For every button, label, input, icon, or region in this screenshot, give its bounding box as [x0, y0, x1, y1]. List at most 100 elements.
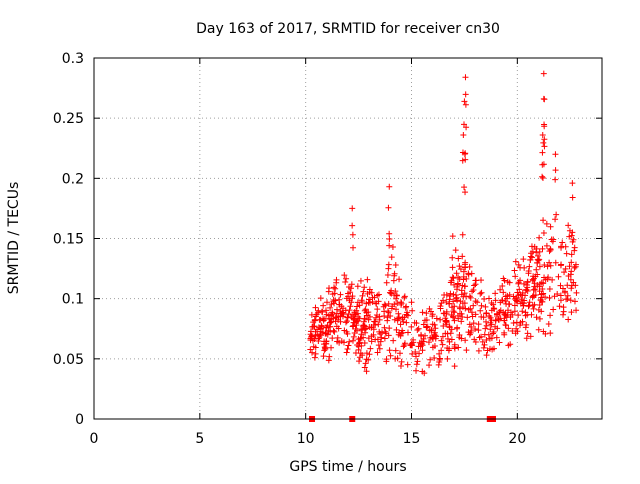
data-point: [440, 310, 447, 317]
data-point: [385, 261, 392, 268]
data-point: [475, 321, 482, 328]
y-tick-label: 0.3: [62, 51, 84, 67]
data-point: [309, 349, 316, 356]
data-point: [366, 351, 373, 358]
data-point: [533, 245, 540, 252]
data-point: [465, 329, 472, 336]
data-point: [346, 307, 353, 314]
data-point: [395, 310, 402, 317]
data-point: [372, 322, 379, 329]
data-point: [541, 274, 548, 281]
data-point: [413, 361, 420, 368]
data-point: [515, 261, 522, 268]
data-point: [436, 356, 443, 363]
data-point: [416, 350, 423, 357]
data-point: [511, 308, 518, 315]
data-point: [525, 303, 532, 310]
data-point: [384, 272, 391, 279]
data-point: [419, 347, 426, 354]
plot-frame: [93, 57, 603, 420]
data-point: [350, 333, 357, 340]
data-point: [462, 189, 469, 196]
data-point: [392, 262, 399, 269]
data-point: [311, 323, 318, 330]
data-point: [456, 332, 463, 339]
data-point: [502, 312, 509, 319]
data-point: [572, 282, 579, 289]
data-point: [386, 183, 393, 190]
data-point: [565, 222, 572, 229]
data-point: [514, 298, 521, 305]
data-point: [560, 311, 567, 318]
data-point: [540, 230, 547, 237]
data-point: [426, 305, 433, 312]
data-point: [458, 291, 465, 298]
data-point: [540, 161, 547, 168]
data-point: [454, 312, 461, 319]
data-point: [568, 309, 575, 316]
data-point: [559, 239, 566, 246]
data-point: [404, 361, 411, 368]
data-point: [351, 319, 358, 326]
data-point: [400, 343, 407, 350]
data-point: [451, 309, 458, 316]
data-point: [438, 347, 445, 354]
data-point: [539, 173, 546, 180]
data-point: [515, 312, 522, 319]
y-axis-label: SRMTID / TECUs: [6, 182, 22, 295]
data-point: [346, 297, 353, 304]
data-point: [443, 310, 450, 317]
data-point: [571, 244, 578, 251]
data-point: [397, 299, 404, 306]
data-point: [539, 149, 546, 156]
data-point: [563, 250, 570, 257]
data-point: [524, 330, 531, 337]
data-point: [513, 319, 520, 326]
data-point: [392, 288, 399, 295]
data-point: [515, 292, 522, 299]
data-point: [326, 285, 333, 292]
data-point: [363, 356, 370, 363]
data-point: [540, 290, 547, 297]
data-point: [552, 167, 559, 174]
data-point: [443, 318, 450, 325]
data-point: [350, 315, 357, 322]
data-point: [456, 263, 463, 270]
data-point: [393, 295, 400, 302]
data-point: [504, 292, 511, 299]
data-point: [481, 341, 488, 348]
data-point: [514, 289, 521, 296]
data-point: [539, 161, 546, 168]
data-point: [437, 305, 444, 312]
data-point: [506, 279, 513, 286]
data-point: [546, 248, 553, 255]
data-point: [511, 302, 518, 309]
data-point: [381, 301, 388, 308]
data-point: [490, 329, 497, 336]
data-point: [451, 363, 458, 370]
data-point: [337, 291, 344, 298]
data-point: [480, 344, 487, 351]
data-point: [364, 276, 371, 283]
data-point: [360, 334, 367, 341]
data-point: [324, 299, 331, 306]
data-point: [459, 282, 466, 289]
data-point: [362, 360, 369, 367]
data-point: [433, 315, 440, 322]
data-point: [477, 307, 484, 314]
data-point: [360, 322, 367, 329]
x-tick-label: 5: [195, 431, 204, 447]
data-point: [401, 340, 408, 347]
data-point: [340, 339, 347, 346]
data-point: [349, 323, 356, 330]
data-point: [354, 303, 361, 310]
data-point: [512, 273, 519, 280]
data-point: [544, 263, 551, 270]
data-point: [424, 323, 431, 330]
data-point: [396, 350, 403, 357]
data-point: [483, 310, 490, 317]
data-point: [386, 230, 393, 237]
y-tick-label: 0.25: [53, 111, 84, 127]
data-point: [568, 232, 575, 239]
data-point: [448, 304, 455, 311]
